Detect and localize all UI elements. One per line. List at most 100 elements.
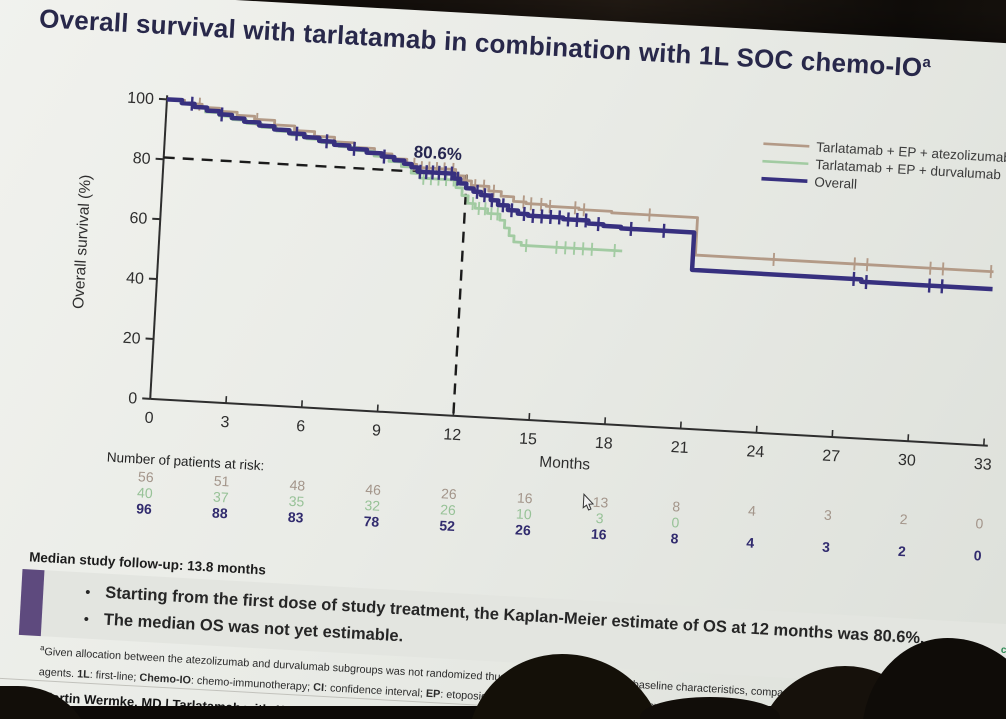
censor-tick: [549, 209, 553, 224]
risk-count: 2: [898, 543, 907, 559]
censor-tick: [529, 197, 533, 211]
censor-tick: [489, 207, 493, 221]
risk-count: 2: [899, 511, 908, 527]
censor-tick: [596, 217, 600, 232]
censor-tick: [190, 96, 194, 111]
risk-count: 32: [364, 497, 381, 514]
risk-count: 48: [289, 477, 306, 494]
censor-tick: [927, 278, 931, 293]
km-chart-wrap: 0 20 40 60 80 100 Overall survival (%) 0 3 6 9 12 15…: [53, 69, 1006, 579]
censor-tick: [501, 198, 505, 213]
censor-tick: [431, 165, 435, 180]
x-axis: 0 3 6 9 12 15 18 21 24 27 30 33 Months: [144, 391, 992, 474]
censor-tick: [575, 212, 579, 227]
risk-count: 3: [595, 510, 604, 526]
km-curves: [166, 96, 994, 294]
censor-tick: [220, 107, 224, 122]
svg-text:Number of patients at risk:: Number of patients at risk:: [106, 450, 264, 474]
censor-tick: [522, 206, 526, 222]
risk-count: 16: [591, 526, 608, 543]
svg-text:15: 15: [519, 431, 538, 449]
risk-table: Number of patients at risk:56 51 48 46 26 16 1…: [106, 450, 984, 564]
svg-text:27: 27: [822, 447, 841, 465]
censor-tick: [510, 203, 514, 218]
risk-count: 0: [975, 515, 984, 531]
footnote-segment: : first-line;: [89, 668, 140, 684]
risk-count: 3: [824, 507, 833, 523]
censor-tick: [524, 239, 528, 253]
censor-tick: [490, 193, 494, 208]
censor-tick: [929, 261, 932, 275]
svg-text:100: 100: [127, 90, 155, 108]
footnote-segment: agents.: [38, 665, 78, 680]
censor-tick: [941, 262, 945, 276]
risk-count: 8: [670, 530, 679, 546]
censor-tick: [662, 223, 666, 238]
risk-count: 83: [287, 509, 304, 526]
censor-tick: [540, 209, 544, 224]
svg-text:Overall survival (%): Overall survival (%): [70, 174, 94, 309]
risk-count: 35: [288, 493, 305, 510]
censor-tick: [566, 212, 570, 227]
censor-tick: [477, 201, 481, 215]
censor-tick: [352, 141, 356, 156]
svg-text:80: 80: [132, 150, 151, 168]
censor-tick: [940, 279, 944, 294]
censor-tick: [557, 210, 562, 225]
svg-text:24: 24: [746, 443, 765, 461]
censor-tick: [424, 165, 429, 180]
censor-tick: [471, 197, 475, 211]
mouse-cursor: [582, 493, 595, 511]
legend: Tarlatamab + EP + atezolizumabTarlatamab…: [761, 139, 1006, 192]
censor-tick: [295, 126, 299, 141]
svg-text:80.6%: 80.6%: [413, 142, 462, 164]
risk-count: 26: [515, 521, 532, 538]
risk-count: 52: [439, 517, 456, 534]
censor-tick: [437, 165, 441, 180]
risk-count: 0: [671, 514, 680, 530]
censor-tick: [989, 265, 993, 279]
censor-tick: [482, 179, 486, 193]
censor-tick: [853, 257, 856, 271]
slide-title-superscript: a: [922, 53, 932, 72]
censor-tick: [443, 166, 447, 181]
svg-text:6: 6: [296, 418, 306, 435]
censor-tick: [581, 242, 585, 256]
censor-tick: [325, 134, 329, 149]
svg-text:20: 20: [122, 330, 141, 348]
risk-count: 88: [212, 505, 229, 522]
censor-tick: [456, 171, 460, 186]
svg-text:Overall: Overall: [814, 174, 858, 191]
risk-count: 56: [138, 468, 155, 485]
censor-tick: [613, 244, 616, 258]
censor-tick: [572, 241, 576, 255]
risk-count: 10: [516, 505, 533, 522]
censor-tick: [418, 164, 422, 179]
svg-text:33: 33: [973, 456, 992, 474]
footnote-segment: Chemo-IO: [139, 671, 192, 687]
risk-count: 46: [365, 481, 382, 498]
svg-text:12: 12: [443, 426, 462, 444]
censor-tick: [531, 208, 535, 224]
risk-count: 16: [517, 490, 534, 507]
censor-tick: [475, 184, 479, 199]
risk-count: 0: [973, 547, 982, 563]
footnote-segment: 1L: [76, 667, 91, 681]
censor-tick: [496, 207, 499, 221]
risk-count: 8: [672, 498, 681, 514]
svg-text:40: 40: [126, 270, 145, 288]
censor-tick: [555, 240, 558, 254]
censor-tick: [483, 202, 487, 216]
risk-count: 26: [440, 501, 457, 518]
censor-tick: [539, 197, 543, 211]
risk-count: 78: [363, 513, 380, 530]
risk-count: 40: [137, 484, 154, 501]
censor-tick: [590, 242, 594, 256]
risk-count: 3: [822, 539, 831, 555]
audience-head-low-center: [640, 697, 780, 719]
censor-tick: [492, 184, 496, 198]
censor-tick: [852, 271, 856, 287]
censor-tick: [548, 199, 552, 213]
